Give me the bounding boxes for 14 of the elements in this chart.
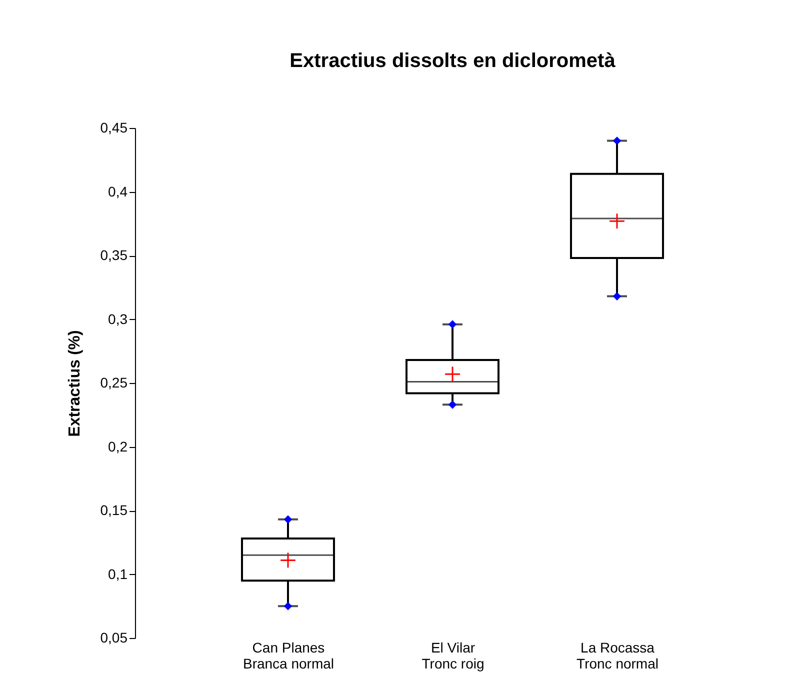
y-tick-label: 0,45 [100,120,128,136]
chart-title: Extractius dissolts en diclorometà [290,50,616,72]
y-tick-label: 0,3 [108,310,128,327]
y-tick-label: 0,2 [108,438,128,454]
y-tick-label: 0,25 [100,374,128,390]
x-tick-label: Can Planes Branca normal [242,640,334,672]
x-tick-label: El Vilar Tronc roig [422,640,484,672]
y-tick-label: 0,05 [100,630,128,646]
y-tick-label: 0,35 [100,247,128,263]
y-axis-title: Extractius (%) [66,330,84,437]
x-tick-label: La Rocassa Tronc normal [576,640,658,672]
y-tick-label: 0,15 [100,502,128,518]
y-tick-label: 0,4 [108,183,128,200]
y-tick-label: 0,1 [108,566,128,582]
